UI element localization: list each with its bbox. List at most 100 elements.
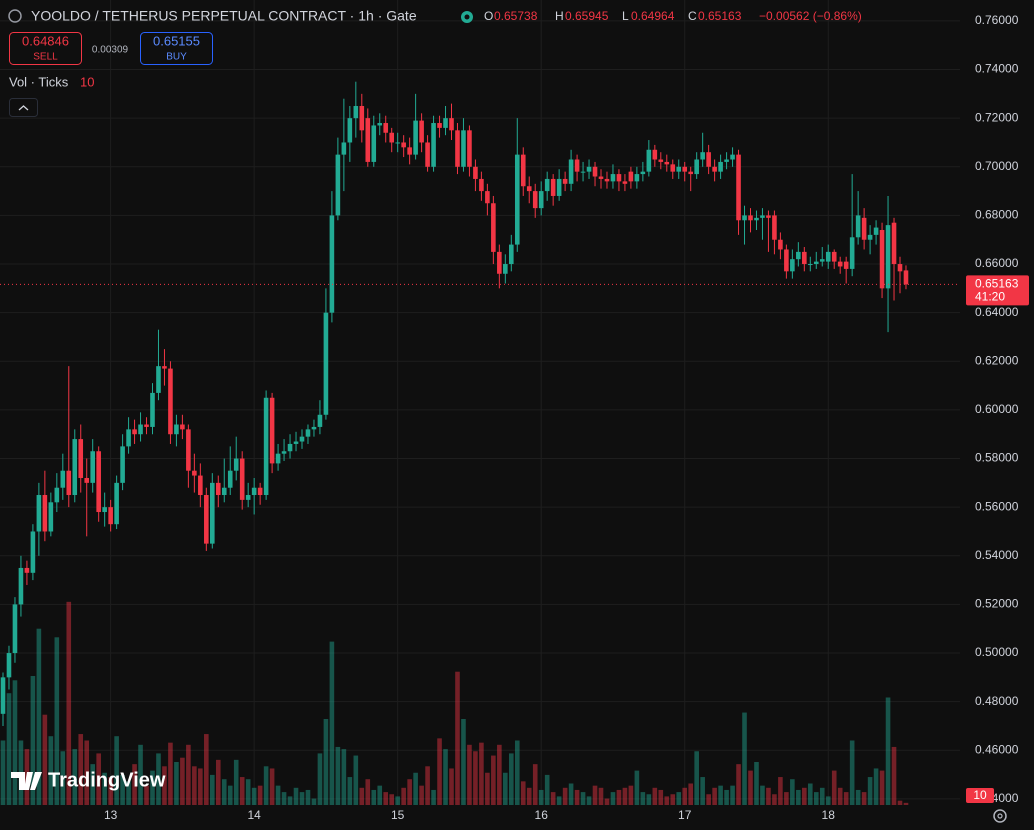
- countdown-label: 41:20: [975, 290, 1005, 304]
- chart-title: YOOLDO / TETHERUS PERPETUAL CONTRACT · 1…: [31, 8, 417, 24]
- volume-bar: [66, 601, 72, 805]
- candle-body: [48, 502, 54, 532]
- y-tick-label: 0.54000: [975, 548, 1019, 562]
- volume-bar: [628, 785, 634, 805]
- sell-button[interactable]: [9, 32, 82, 65]
- candle-body: [0, 677, 6, 714]
- symbol-icon: [8, 9, 22, 23]
- x-tick-label: 14: [247, 808, 261, 822]
- candle-body: [126, 429, 131, 447]
- volume-bar: [335, 746, 341, 805]
- volume-bar: [700, 777, 705, 805]
- candle-body: [281, 451, 287, 454]
- x-tick-label: 13: [104, 808, 118, 822]
- settings-icon[interactable]: [993, 809, 1007, 823]
- volume-bar: [114, 736, 119, 805]
- x-tick-label: 18: [822, 808, 836, 822]
- volume-bar: [377, 785, 383, 805]
- volume-bar: [60, 751, 66, 805]
- candle-body: [778, 239, 783, 250]
- volume-bar: [0, 740, 6, 805]
- candle-body: [461, 130, 466, 167]
- sell-label[interactable]: SELL: [33, 52, 58, 63]
- candle-body: [796, 251, 801, 260]
- volume-bar: [724, 789, 729, 805]
- candle-body: [586, 166, 592, 172]
- candle-body: [802, 251, 807, 265]
- buy-price[interactable]: 0.65155: [153, 33, 200, 48]
- candle-body: [610, 174, 616, 182]
- volume-bar: [198, 768, 203, 805]
- volume-bar: [580, 792, 586, 805]
- volume-bar: [287, 796, 293, 805]
- volume-bar: [837, 787, 843, 805]
- candle-body: [891, 222, 897, 265]
- sell-price[interactable]: 0.64846: [22, 33, 69, 48]
- y-tick-label: 0.64000: [975, 305, 1019, 319]
- volume-bar: [861, 792, 867, 805]
- candle-body: [688, 171, 693, 175]
- settings-icon-center[interactable]: [997, 813, 1003, 819]
- candle-body: [186, 429, 191, 471]
- volume-bar: [885, 697, 891, 805]
- candle-body: [18, 567, 24, 605]
- candle-body: [652, 149, 658, 160]
- y-tick-label: 0.48000: [975, 694, 1019, 708]
- volume-bar: [317, 753, 323, 805]
- candle-body: [670, 164, 676, 172]
- volume-bar: [329, 641, 335, 805]
- watermark-logo: [11, 772, 42, 790]
- spread: 0.00309: [92, 45, 129, 56]
- candle-body: [514, 154, 520, 245]
- candle-body: [574, 159, 580, 172]
- candle-body: [628, 171, 634, 182]
- open-value: 0.65738: [494, 9, 538, 23]
- candle-body: [347, 118, 353, 143]
- candle-body: [843, 261, 849, 269]
- candle-body: [215, 482, 221, 496]
- volume-bar: [269, 768, 275, 805]
- volume-bar: [443, 749, 448, 805]
- volume-bar: [132, 764, 137, 805]
- volume-bar: [670, 794, 676, 805]
- candle-body: [138, 424, 143, 435]
- volume-bar: [849, 740, 855, 805]
- volume-bar: [622, 787, 628, 805]
- volume-bar: [305, 789, 311, 805]
- collapse-icon[interactable]: [18, 105, 29, 111]
- volume-bar: [819, 787, 825, 805]
- candle-body: [114, 482, 119, 525]
- candle-body: [526, 186, 532, 192]
- candle-body: [700, 152, 705, 160]
- buy-button[interactable]: [140, 32, 213, 65]
- candle-body: [413, 120, 418, 155]
- buy-label[interactable]: BUY: [166, 52, 187, 63]
- candle-body: [30, 531, 36, 573]
- candle-body: [849, 237, 855, 269]
- volume-bar: [491, 755, 496, 805]
- y-tick-label: 0.56000: [975, 499, 1019, 513]
- volume-bar: [550, 792, 556, 805]
- volume-bar: [855, 789, 861, 805]
- candle-body: [102, 507, 107, 513]
- volume-title: Vol · Ticks: [9, 74, 69, 89]
- volume-bar: [371, 789, 377, 805]
- volume-bar: [682, 787, 688, 805]
- volume-bar: [180, 757, 185, 805]
- settings-button[interactable]: [993, 809, 1007, 823]
- candle-body: [640, 171, 646, 175]
- candle-body: [592, 166, 598, 177]
- volume-bar: [640, 792, 646, 805]
- candle-body: [742, 215, 747, 221]
- volume-bar: [431, 789, 436, 805]
- volume-bar: [544, 774, 550, 805]
- candle-body: [389, 132, 394, 143]
- collapse-button[interactable]: [9, 98, 38, 117]
- ohlc-letter: L: [622, 9, 629, 23]
- volume-bar: [144, 785, 149, 805]
- candle-body: [257, 487, 263, 496]
- volume-bar: [479, 742, 484, 805]
- volume-bar: [126, 781, 131, 805]
